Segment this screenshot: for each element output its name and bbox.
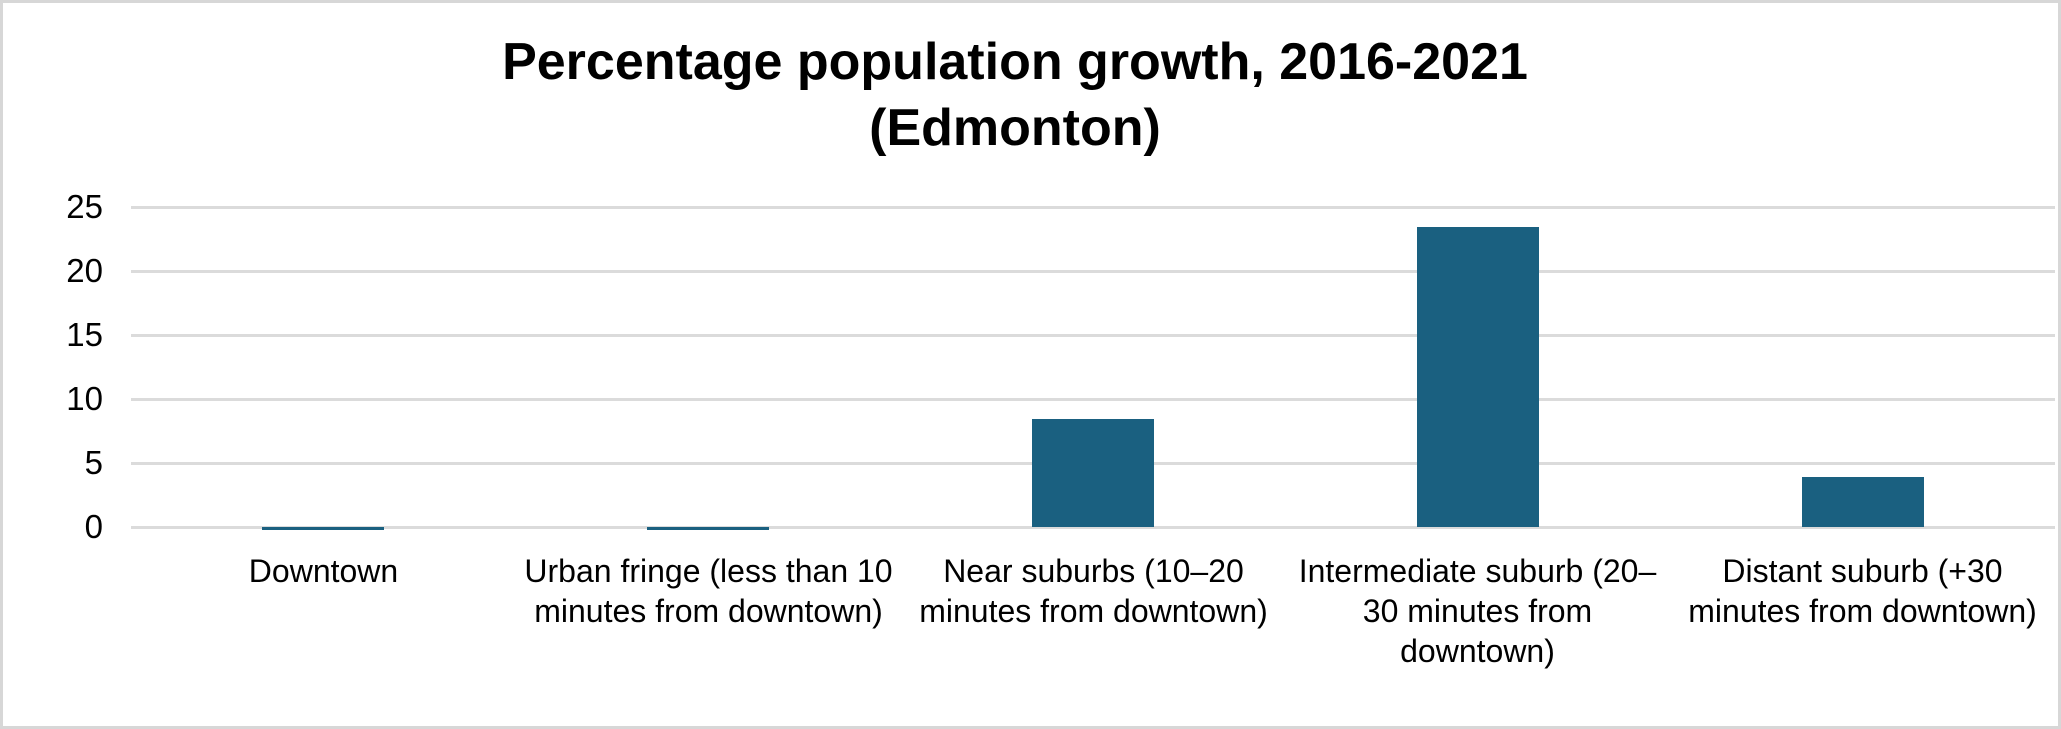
x-category-label-2: Near suburbs (10–20 minutes from downtow… [919,553,1268,629]
y-tick-label-15: 15 [66,316,103,353]
plot-area [131,206,2055,530]
gridline-y-20 [131,270,2055,273]
bar-0 [262,527,384,530]
chart-title: Percentage population growth, 2016-2021 … [3,29,2027,161]
y-tick-label-0: 0 [84,508,103,545]
y-tick-label-5: 5 [84,444,103,481]
x-category-label-0: Downtown [248,553,399,589]
gridline-y-25 [131,206,2055,209]
gridline-y-10 [131,398,2055,401]
y-tick-label-25: 25 [66,188,103,225]
chart-title-line2: (Edmonton) [869,99,1161,157]
y-tick-label-10: 10 [66,380,103,417]
x-category-label-4: Distant suburb (+30 minutes from downtow… [1688,553,2037,629]
x-category-label-3: Intermediate suburb (20– 30 minutes from… [1298,553,1657,669]
chart-title-line1: Percentage population growth, 2016-2021 [502,33,1528,91]
x-category-label-1: Urban fringe (less than 10 minutes from … [524,553,893,629]
bar-1 [647,527,769,530]
gridline-y-0 [131,526,2055,529]
bar-4 [1802,477,1924,527]
gridline-y-15 [131,334,2055,337]
bar-2 [1032,419,1154,527]
y-tick-label-20: 20 [66,252,103,289]
bar-3 [1417,227,1539,527]
